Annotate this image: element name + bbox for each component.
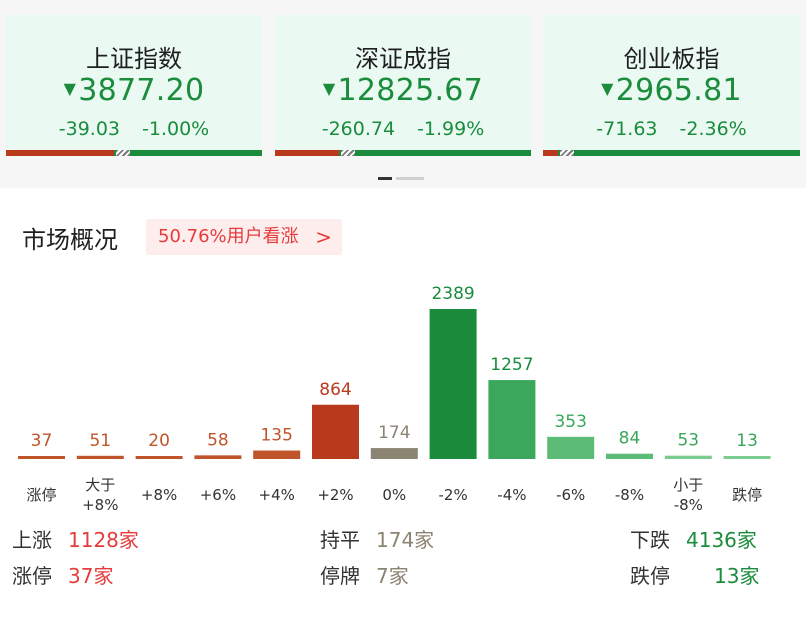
distribution-chart: 37 涨停 51 大于+8% 20 +8% 58 +6% 135 +4% 864 +2% 174 0% 23… — [18, 284, 771, 514]
index-carousel[interactable]: 上证指数 ▼3877.20 -39.03 -1.00% 深证成指 ▼12825.6… — [0, 0, 806, 188]
bar-11 — [664, 455, 712, 459]
index-name: 上证指数 — [86, 45, 182, 73]
summary-value: 7家 — [376, 564, 409, 588]
category-label: +6% — [200, 486, 236, 504]
summary-limit-up: 涨停 37家 — [12, 560, 113, 589]
bar-value-label: 37 — [31, 431, 53, 451]
bar-value-label: 2389 — [431, 284, 474, 304]
summary-down: 下跌 4136家 — [630, 524, 757, 553]
category-label: 大于+8% — [82, 476, 118, 514]
category-label: -8% — [615, 486, 644, 504]
category-label: +4% — [259, 486, 295, 504]
chevron-right-icon: > — [315, 225, 332, 249]
bar-value-label: 864 — [319, 380, 351, 400]
index-name: 创业板指 — [623, 45, 720, 73]
bar-7 — [429, 309, 477, 459]
summary-value: 1128家 — [68, 528, 139, 552]
bar-9 — [547, 436, 595, 459]
bar-value-label: 51 — [89, 431, 111, 451]
bar-1 — [76, 455, 124, 459]
bar-value-label: 353 — [554, 412, 586, 432]
category-label: 涨停 — [26, 486, 56, 504]
index-change: -71.63 -2.36% — [596, 118, 747, 140]
category-label: -2% — [438, 486, 467, 504]
sentiment-badge[interactable]: 50.76%用户看涨 > — [146, 219, 342, 255]
category-label: +2% — [317, 486, 353, 504]
down-arrow-icon: ▼ — [63, 79, 77, 98]
bar-up-segment — [543, 150, 559, 156]
summary-value: 174家 — [376, 528, 435, 552]
bar-6 — [370, 448, 418, 459]
sentiment-text: 50.76%用户看涨 — [158, 226, 299, 247]
bar-value-label: 20 — [148, 431, 170, 451]
category-label: -6% — [556, 486, 585, 504]
down-arrow-icon: ▼ — [322, 79, 336, 98]
bar-4 — [253, 450, 301, 459]
summary-label: 停牌 — [320, 564, 360, 588]
summary-suspended: 停牌 7家 — [320, 560, 409, 589]
section-title: 市场概况 — [22, 226, 118, 254]
summary-label: 涨停 — [12, 564, 52, 588]
summary-label: 跌停 — [630, 564, 670, 588]
category-label: 跌停 — [732, 486, 762, 504]
index-value: ▼2965.81 — [601, 73, 742, 108]
pager-dot — [396, 177, 424, 180]
bar-value-label: 174 — [378, 423, 410, 443]
bar-0 — [18, 456, 65, 459]
market-overview: 市场概况 50.76%用户看涨 > 37 涨停 51 大于+8% 20 +8% 58 +6% 1… — [0, 204, 806, 629]
summary-label: 下跌 — [630, 528, 670, 552]
category-label: 0% — [382, 486, 406, 504]
bar-value-label: 135 — [260, 426, 292, 446]
advance-decline-bar — [543, 150, 800, 156]
summary-value: 4136家 — [686, 528, 757, 552]
bar-value-label: 53 — [677, 431, 699, 451]
summary-value: 13家 — [714, 564, 760, 588]
category-label: +8% — [141, 486, 177, 504]
bar-value-label: 13 — [736, 431, 758, 451]
index-card-chinext[interactable]: 创业板指 ▼2965.81 -71.63 -2.36% — [543, 15, 800, 156]
bar-up-segment — [6, 150, 114, 156]
bar-value-label: 58 — [207, 430, 229, 450]
category-label: 小于-8% — [673, 476, 703, 514]
index-value: ▼12825.67 — [322, 73, 484, 108]
summary-flat: 持平 174家 — [320, 524, 434, 553]
index-name: 深证成指 — [355, 45, 451, 73]
summary-label: 上涨 — [12, 528, 52, 552]
bar-flat-segment — [341, 150, 355, 156]
bar-value-label: 1257 — [490, 355, 533, 375]
index-value: ▼3877.20 — [63, 73, 205, 108]
bar-flat-segment — [560, 150, 575, 156]
bar-2 — [135, 456, 183, 459]
bar-3 — [194, 455, 242, 459]
bar-10 — [606, 453, 653, 459]
pager-dot-active — [378, 177, 392, 180]
down-arrow-icon: ▼ — [601, 79, 614, 98]
category-label: -4% — [497, 486, 526, 504]
index-change: -260.74 -1.99% — [321, 118, 485, 140]
index-card-shenzhen[interactable]: 深证成指 ▼12825.67 -260.74 -1.99% — [275, 15, 531, 156]
index-change: -39.03 -1.00% — [58, 118, 210, 140]
summary-value: 37家 — [68, 564, 114, 588]
bar-value-label: 84 — [619, 429, 641, 449]
summary-label: 持平 — [320, 528, 360, 552]
advance-decline-bar — [275, 150, 531, 156]
bar-up-segment — [275, 150, 339, 156]
advance-decline-bar — [6, 150, 262, 156]
bar-5 — [312, 404, 359, 459]
summary-limit-down: 跌停 13家 — [630, 560, 759, 589]
bar-8 — [488, 380, 536, 459]
bar-flat-segment — [115, 150, 130, 156]
bar-12 — [723, 456, 771, 459]
index-card-shanghai[interactable]: 上证指数 ▼3877.20 -39.03 -1.00% — [6, 15, 262, 156]
summary-up: 上涨 1128家 — [12, 524, 139, 553]
